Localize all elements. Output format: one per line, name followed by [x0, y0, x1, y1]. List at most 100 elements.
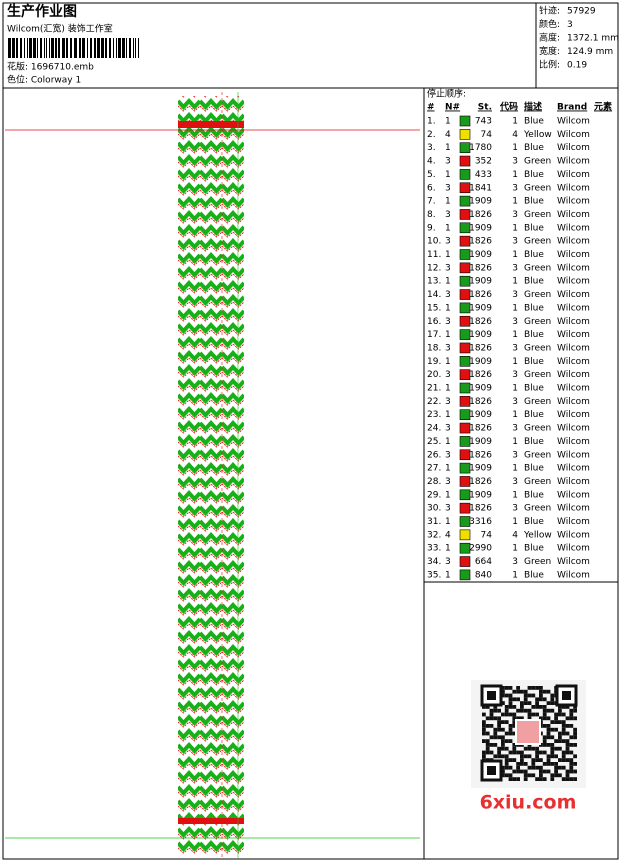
cell: Wilcom — [557, 170, 590, 180]
qr-dot — [535, 701, 539, 705]
cell: 16. — [427, 317, 441, 327]
cell: 19. — [427, 357, 441, 367]
info-label: 宽度: — [539, 45, 560, 57]
qr-dot — [520, 708, 524, 713]
cell: Wilcom — [557, 237, 590, 247]
qr-dot — [512, 720, 517, 724]
cell: Wilcom — [557, 544, 590, 554]
cell: 3 — [445, 237, 451, 247]
cell: 4 — [445, 530, 451, 540]
cell: Blue — [524, 437, 544, 447]
qr-dot — [565, 739, 570, 743]
qr-dot — [531, 705, 536, 709]
qr-dot — [501, 693, 505, 698]
cell: 1 — [512, 464, 518, 474]
qr-dot — [482, 727, 486, 732]
cell: Wilcom — [557, 317, 590, 327]
qr-dot — [531, 686, 536, 690]
qr-dot — [520, 701, 524, 705]
swatch — [459, 529, 471, 541]
cell: 1 — [445, 170, 451, 180]
swatch — [459, 329, 471, 340]
swatch — [459, 489, 471, 501]
qr-dot — [573, 762, 577, 766]
cell: Blue — [524, 330, 544, 340]
qr-dot — [512, 743, 517, 747]
cell: 1 — [512, 170, 518, 180]
qr-dot — [561, 720, 566, 724]
qr-dot — [516, 765, 520, 770]
cell: 3 — [512, 370, 518, 380]
qr-dot — [531, 758, 536, 762]
qr-dot — [542, 750, 547, 755]
qr-dot — [482, 731, 486, 736]
swatch — [459, 235, 471, 247]
cell: Wilcom — [557, 384, 590, 394]
cell: Wilcom — [557, 450, 590, 460]
column-header: N# — [445, 103, 460, 113]
qr-dot — [520, 762, 524, 766]
qr-dot — [501, 727, 505, 732]
cell: Wilcom — [557, 277, 590, 287]
cell: Wilcom — [557, 330, 590, 340]
swatch — [459, 516, 471, 527]
qr-dot — [523, 754, 528, 759]
cell: Green — [524, 210, 551, 220]
cell: 34. — [427, 557, 441, 567]
qr-dot — [512, 777, 517, 781]
qr-dot — [535, 712, 539, 717]
cell: 1 — [512, 570, 518, 580]
qr-dot — [561, 727, 566, 732]
qr-dot — [516, 697, 520, 702]
qr-dot — [523, 708, 528, 713]
qr-dot — [569, 762, 574, 766]
qr-dot — [542, 735, 547, 740]
qr-dot — [542, 716, 547, 721]
qr-dot — [565, 724, 570, 728]
qr-dot — [497, 716, 501, 721]
qr-dot — [516, 769, 520, 774]
qr-dot — [485, 750, 490, 755]
cell: Green — [524, 477, 551, 487]
cell: 11. — [427, 250, 441, 260]
cell: Wilcom — [557, 477, 590, 487]
bar — [90, 38, 92, 58]
qr-dot — [504, 731, 509, 736]
cell: 1909 — [469, 330, 492, 340]
qr-dot — [558, 758, 562, 762]
bar — [133, 38, 134, 58]
swatch — [459, 569, 471, 581]
qr-dot — [542, 724, 547, 728]
qr-dot — [489, 724, 494, 728]
qr-dot — [554, 769, 558, 774]
bar — [101, 38, 104, 58]
qr-dot — [531, 765, 536, 770]
qr-dot — [535, 750, 539, 755]
cell: 12. — [427, 263, 441, 273]
cell: 1826 — [469, 263, 492, 273]
qr-finder — [487, 766, 496, 775]
qr-dot — [504, 758, 509, 762]
qr-dot — [497, 750, 501, 755]
qr-dot — [508, 693, 513, 698]
cell: 1 — [445, 490, 451, 500]
qr-dot — [561, 724, 566, 728]
swatch — [459, 315, 471, 327]
qr-dot — [501, 689, 505, 694]
swatch — [459, 396, 471, 407]
cell: 1826 — [469, 370, 492, 380]
swatch — [459, 556, 471, 567]
qr-dot — [512, 769, 517, 774]
cell: 74 — [481, 130, 493, 140]
qr-dot — [542, 712, 547, 717]
qr-dot — [573, 716, 577, 721]
bar — [55, 38, 57, 58]
cell: 1909 — [469, 384, 492, 394]
bar — [82, 38, 85, 58]
cell: 4 — [512, 130, 518, 140]
qr-dot — [512, 758, 517, 762]
cell: Wilcom — [557, 504, 590, 514]
cell: 18. — [427, 343, 441, 353]
cell: 10. — [427, 237, 441, 247]
cell: Wilcom — [557, 410, 590, 420]
